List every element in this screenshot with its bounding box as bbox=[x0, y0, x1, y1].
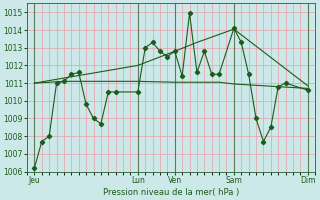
X-axis label: Pression niveau de la mer( hPa ): Pression niveau de la mer( hPa ) bbox=[103, 188, 239, 197]
